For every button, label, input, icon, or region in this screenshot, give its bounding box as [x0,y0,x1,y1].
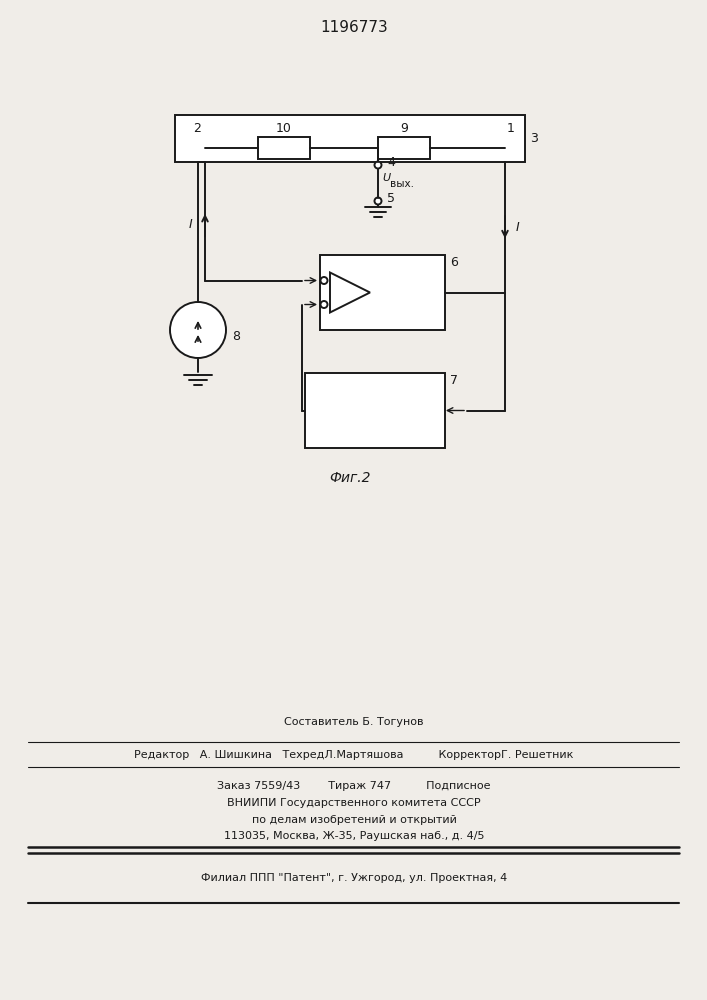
Text: ВНИИПИ Государственного комитета СССР: ВНИИПИ Государственного комитета СССР [227,798,481,808]
Text: Фиг.2: Фиг.2 [329,471,370,485]
Text: Филиал ППП "Патент", г. Ужгород, ул. Проектная, 4: Филиал ППП "Патент", г. Ужгород, ул. Про… [201,873,507,883]
Bar [258,137,310,159]
Text: Редактор   А. Шишкина   ТехредЛ.Мартяшова          КорректорГ. Решетник: Редактор А. Шишкина ТехредЛ.Мартяшова Ко… [134,750,573,760]
Circle shape [320,277,327,284]
Circle shape [170,302,226,358]
Text: 10: 10 [276,121,292,134]
Text: I: I [189,219,193,232]
Bar [305,373,445,448]
Text: вых.: вых. [390,179,414,189]
Text: 6: 6 [450,255,458,268]
Text: 7: 7 [450,374,458,387]
Text: 2: 2 [193,121,201,134]
Circle shape [375,198,382,205]
Bar [175,115,525,162]
Text: 8: 8 [232,330,240,342]
Bar [320,255,445,330]
Text: 113035, Москва, Ж-35, Раушская наб., д. 4/5: 113035, Москва, Ж-35, Раушская наб., д. … [223,831,484,841]
Text: U: U [382,173,390,183]
Text: 3: 3 [530,131,538,144]
Text: по делам изобретений и открытий: по делам изобретений и открытий [252,815,457,825]
Circle shape [320,301,327,308]
Circle shape [375,161,382,168]
Text: 5: 5 [387,192,395,206]
Text: 9: 9 [400,121,408,134]
Text: Составитель Б. Тогунов: Составитель Б. Тогунов [284,717,423,727]
Bar [378,137,430,159]
Text: 4: 4 [387,156,395,169]
Text: 1: 1 [507,121,515,134]
Text: Заказ 7559/43        Тираж 747          Подписное: Заказ 7559/43 Тираж 747 Подписное [217,781,491,791]
Text: 1196773: 1196773 [320,20,388,35]
Text: I: I [516,221,520,234]
